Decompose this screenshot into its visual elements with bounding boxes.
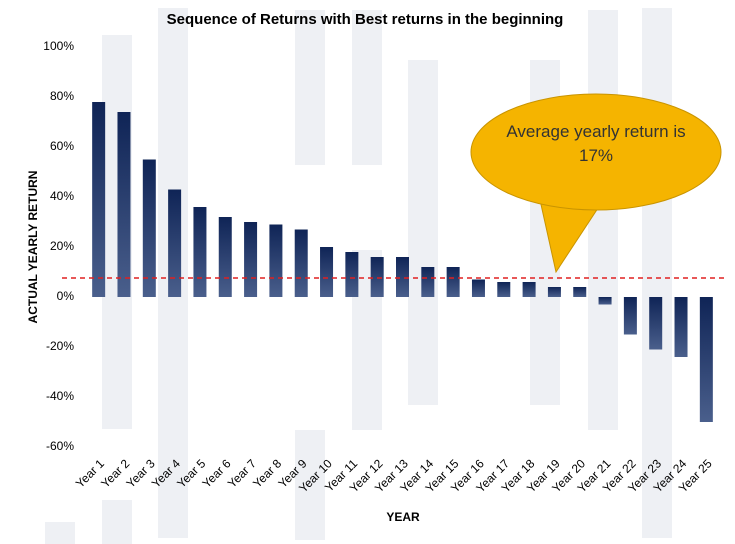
y-tick-label: 80%: [50, 89, 74, 103]
background-stripes: [45, 8, 672, 544]
y-tick-label: 100%: [43, 39, 74, 53]
y-tick-label: 40%: [50, 189, 74, 203]
bar: [522, 282, 536, 297]
bar: [421, 267, 435, 297]
bar: [573, 287, 587, 297]
y-tick-label: -40%: [46, 389, 74, 403]
bar: [623, 297, 637, 335]
y-tick-label: 20%: [50, 239, 74, 253]
bar: [92, 102, 106, 297]
chart-title: Sequence of Returns with Best returns in…: [167, 11, 564, 28]
bar: [674, 297, 688, 357]
bar: [142, 159, 156, 297]
bar: [193, 207, 207, 297]
bar: [218, 217, 232, 297]
bar: [320, 247, 334, 297]
bar: [471, 279, 485, 297]
bar: [294, 229, 308, 297]
y-axis-label: ACTUAL YEARLY RETURN: [26, 171, 40, 324]
y-tick-label: 60%: [50, 139, 74, 153]
bar: [649, 297, 663, 350]
bar: [345, 252, 359, 297]
bar: [168, 189, 182, 297]
bar: [117, 112, 131, 297]
callout-text: Average yearly return is 17%: [506, 122, 686, 165]
bar: [269, 224, 283, 297]
bar: [497, 282, 511, 297]
y-tick-label: -20%: [46, 339, 74, 353]
bar: [446, 267, 460, 297]
callout: [470, 93, 722, 274]
x-axis-label: YEAR: [386, 510, 420, 524]
bar: [396, 257, 409, 297]
y-tick-label: 0%: [57, 289, 75, 303]
bar: [370, 257, 384, 297]
bar: [244, 222, 258, 297]
y-tick-label: -60%: [46, 439, 74, 453]
bar: [699, 297, 713, 422]
bar: [547, 287, 561, 297]
bar: [598, 297, 612, 305]
